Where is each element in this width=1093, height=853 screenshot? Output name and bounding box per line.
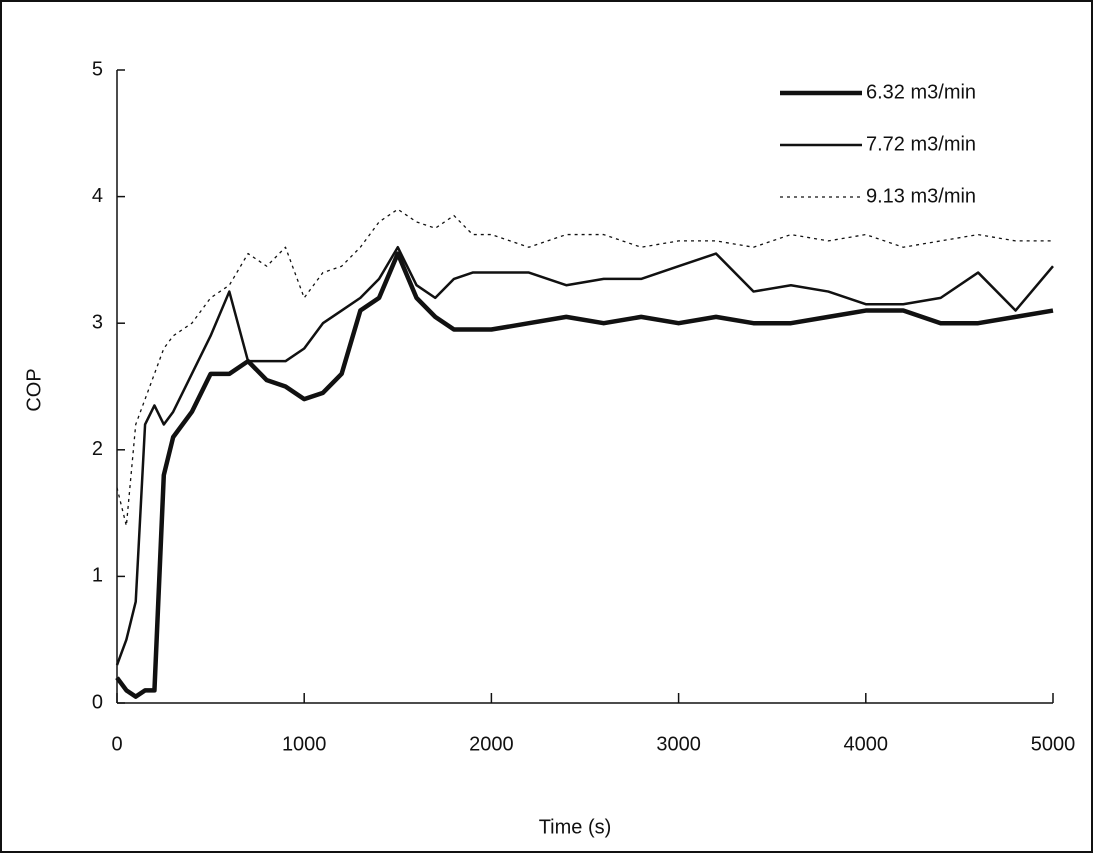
line-series bbox=[116, 208, 1053, 527]
x-tick-label: 3000 bbox=[656, 733, 701, 755]
y-tick-label: 5 bbox=[92, 58, 103, 80]
x-tick-label: 1000 bbox=[282, 733, 327, 755]
x-tick-label: 4000 bbox=[844, 733, 889, 755]
legend-label: 7.72 m3/min bbox=[866, 133, 976, 155]
x-axis-label: Time (s) bbox=[539, 816, 612, 838]
x-tick-label: 5000 bbox=[1031, 733, 1076, 755]
y-tick-label: 4 bbox=[92, 185, 103, 207]
y-tick-label: 2 bbox=[92, 438, 103, 460]
x-tick-label: 2000 bbox=[469, 733, 514, 755]
y-axis-label: COP bbox=[23, 368, 45, 411]
y-tick-label: 3 bbox=[92, 311, 103, 333]
line-series bbox=[115, 251, 1054, 699]
line-series bbox=[115, 245, 1054, 666]
y-tick-label: 0 bbox=[92, 691, 103, 713]
legend-label: 9.13 m3/min bbox=[866, 185, 976, 207]
x-tick-label: 0 bbox=[111, 733, 122, 755]
y-tick-label: 1 bbox=[92, 565, 103, 587]
legend-label: 6.32 m3/min bbox=[866, 81, 976, 103]
